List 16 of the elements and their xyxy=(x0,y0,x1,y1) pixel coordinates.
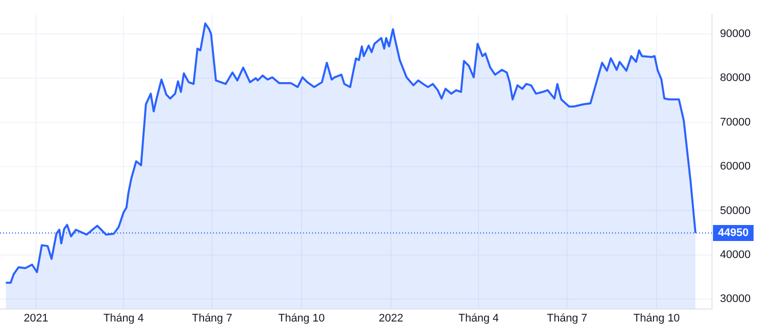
x-tick-label: Tháng 7 xyxy=(192,312,232,324)
y-tick-label: 80000 xyxy=(720,72,751,84)
y-tick-label: 60000 xyxy=(720,160,751,173)
x-tick-label: Tháng 4 xyxy=(458,312,499,324)
x-tick-label: Tháng 4 xyxy=(103,312,144,324)
y-tick-label: 90000 xyxy=(720,28,751,40)
x-tick-label: 2021 xyxy=(24,312,48,324)
ref-line-label: 44950 xyxy=(718,227,749,240)
x-tick-label: 2022 xyxy=(378,312,404,324)
y-tick-label: 70000 xyxy=(720,116,751,128)
x-tick-label: Tháng 10 xyxy=(633,312,680,324)
x-tick-label: Tháng 7 xyxy=(546,312,588,324)
y-tick-label: 30000 xyxy=(720,293,751,306)
y-tick-label: 40000 xyxy=(720,248,751,261)
y-tick-label: 50000 xyxy=(720,204,751,217)
x-tick-label: Tháng 10 xyxy=(278,312,325,324)
